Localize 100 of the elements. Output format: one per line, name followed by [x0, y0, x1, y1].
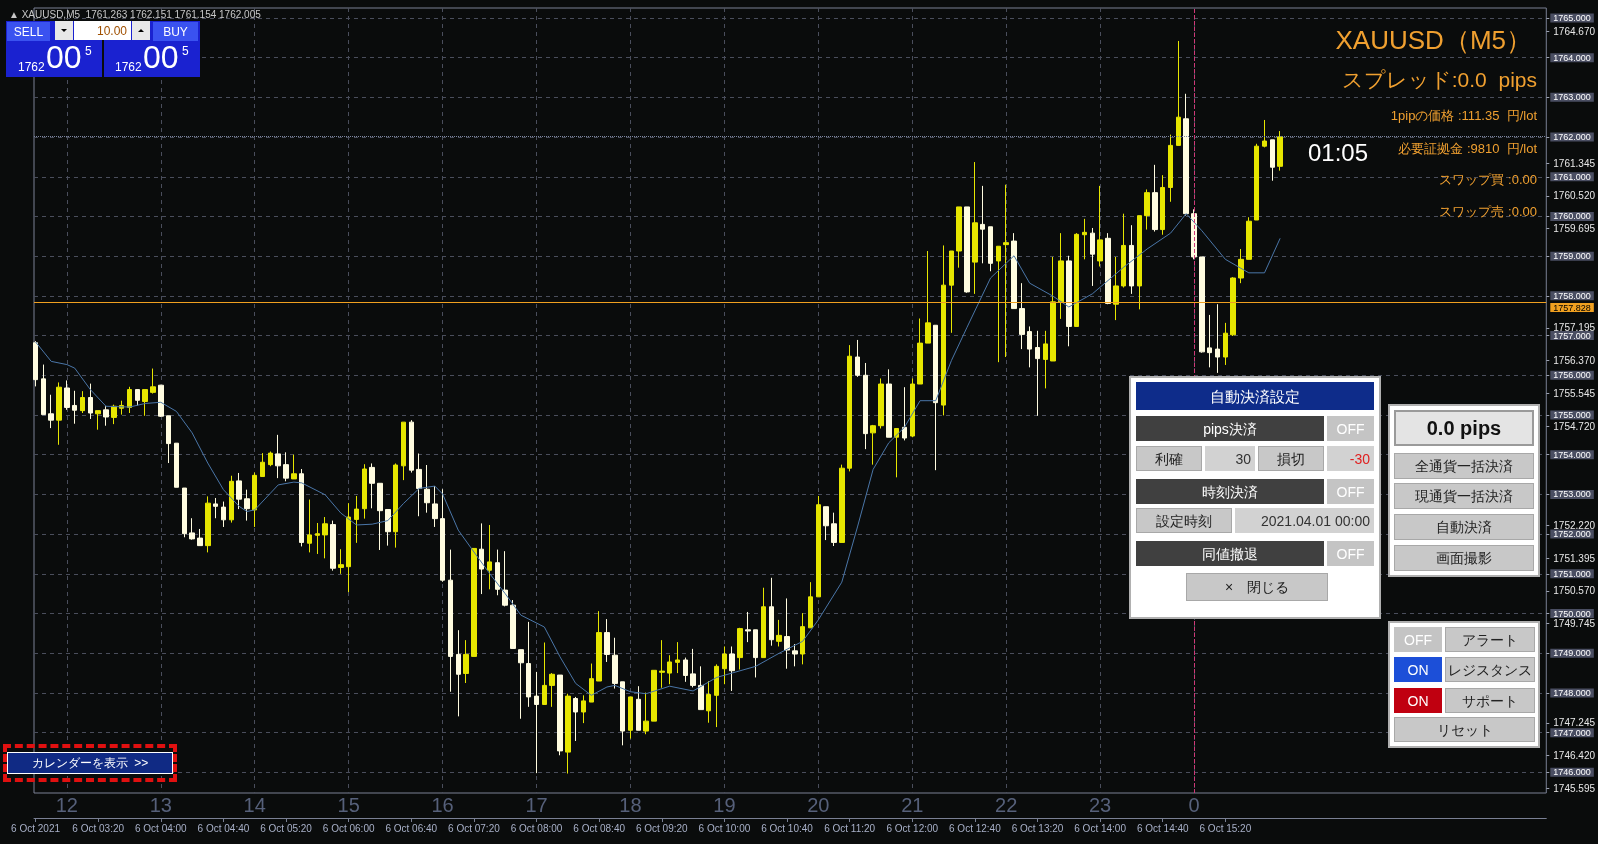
- candlestick: [1003, 184, 1009, 358]
- candlestick: [526, 621, 531, 708]
- annotation: 5: [182, 44, 189, 58]
- x-tick-label: 6 Oct 04:40: [197, 822, 250, 834]
- candlestick: [1183, 93, 1189, 217]
- y-tick-label: 1746.000: [1553, 767, 1591, 778]
- y-tick-label: 1755.000: [1553, 409, 1591, 420]
- section-label: 時刻決済: [1136, 479, 1324, 504]
- candlestick: [628, 696, 633, 740]
- candlestick: [964, 206, 970, 294]
- annotation: pips決済: [1203, 420, 1257, 437]
- annotation: ON: [1407, 661, 1429, 678]
- candlestick: [471, 547, 477, 657]
- x-tick-label: 6 Oct 10:40: [761, 822, 814, 834]
- toggle-button: OFF: [1394, 627, 1442, 652]
- candlestick: [1277, 130, 1283, 172]
- candlestick: [557, 674, 563, 756]
- candlestick: [338, 548, 344, 575]
- x-tick-label: 6 Oct 10:00: [698, 822, 751, 834]
- annotation: カレンダーを表示 >>: [31, 756, 149, 770]
- x2-tick-label: 17: [525, 794, 548, 816]
- candlestick: [1066, 255, 1072, 347]
- candlestick: [283, 451, 289, 482]
- annotation: 0.0 pips: [1426, 417, 1502, 439]
- candlestick: [1137, 215, 1142, 310]
- y-tick-label: 1765.000: [1553, 12, 1591, 23]
- annotation: 時刻決済: [1202, 483, 1258, 500]
- y-tick-label: 1751.000: [1553, 568, 1591, 579]
- candlestick: [150, 368, 156, 395]
- candlestick: [988, 226, 993, 272]
- candlestick: [41, 364, 46, 416]
- x-tick-label: 6 Oct 06:00: [322, 822, 375, 834]
- candlestick: [753, 629, 758, 678]
- candlestick: [910, 377, 915, 438]
- candlestick: [1058, 232, 1064, 320]
- value-field: 30: [1205, 446, 1255, 471]
- x-tick-label: 6 Oct 12:00: [886, 822, 939, 834]
- candlestick: [354, 495, 359, 544]
- annotation: 1762: [18, 60, 45, 74]
- candlestick: [510, 599, 516, 649]
- candlestick: [573, 696, 578, 742]
- annotation: リセット: [1436, 721, 1493, 738]
- candlestick: [1121, 213, 1126, 289]
- annotation: 00: [46, 39, 82, 75]
- y2-tick-label: 1755.545: [1553, 387, 1596, 399]
- candlestick: [1262, 119, 1267, 148]
- y2-tick-label: 1750.570: [1553, 585, 1596, 597]
- candlestick: [229, 475, 234, 524]
- candlestick: [729, 645, 735, 692]
- button: レジスタンス: [1445, 657, 1535, 682]
- candlestick: [409, 419, 414, 474]
- candlestick: [1168, 134, 1173, 203]
- x2-tick-label: 16: [431, 794, 454, 816]
- annotation: 同値撤退: [1202, 545, 1258, 562]
- candlestick: [886, 368, 892, 438]
- annotation: 現通貨一括決済: [1415, 488, 1513, 504]
- button: 現通貨一括決済: [1394, 483, 1534, 509]
- x-tick-label: 6 Oct 07:20: [448, 822, 501, 834]
- y2-tick-label: 1759.695: [1553, 223, 1596, 235]
- candlestick: [103, 405, 109, 427]
- candlestick: [158, 384, 164, 418]
- candlestick: [643, 692, 649, 735]
- candlestick: [683, 657, 688, 683]
- candlestick: [878, 377, 884, 429]
- y-tick-label: 1757.000: [1553, 330, 1591, 341]
- y-tick-label: 1748.000: [1553, 687, 1591, 698]
- y-tick-label: 1764.000: [1553, 52, 1591, 63]
- candlestick: [252, 472, 257, 528]
- candlestick: [675, 641, 680, 674]
- candlestick: [855, 339, 860, 378]
- annotation: OFF: [1336, 545, 1365, 562]
- candlestick: [831, 512, 837, 547]
- candlestick: [346, 502, 351, 593]
- x-tick-label: 6 Oct 14:00: [1074, 822, 1127, 834]
- candlestick: [502, 550, 508, 607]
- candlestick: [620, 681, 625, 746]
- candlestick: [549, 672, 555, 708]
- candlestick: [917, 318, 923, 385]
- candlestick: [690, 648, 696, 688]
- candlestick: [784, 597, 790, 670]
- y-tick-label: 1759.000: [1553, 251, 1591, 262]
- x-tick-label: 6 Oct 04:00: [134, 822, 188, 834]
- candlestick: [714, 663, 719, 728]
- candlestick: [839, 464, 845, 543]
- annotation: 30: [1235, 450, 1251, 467]
- annotation: 自動決済: [1436, 519, 1492, 535]
- annotation: スプレッド:0.0 pips: [1341, 67, 1537, 91]
- button: 設定時刻: [1136, 508, 1232, 533]
- y2-tick-label: 1761.345: [1553, 157, 1596, 169]
- candlestick: [127, 386, 132, 414]
- x2-tick-label: 0: [1188, 794, 1200, 816]
- number-field: 10.00: [74, 21, 131, 40]
- candlestick: [1050, 256, 1056, 362]
- candlestick: [1097, 185, 1103, 267]
- candlestick: [307, 499, 312, 553]
- candlestick: [636, 685, 641, 731]
- candlestick: [244, 489, 250, 522]
- candlestick: [197, 528, 203, 547]
- y-tick-label: 1752.000: [1553, 529, 1591, 540]
- button: 損切: [1258, 446, 1324, 471]
